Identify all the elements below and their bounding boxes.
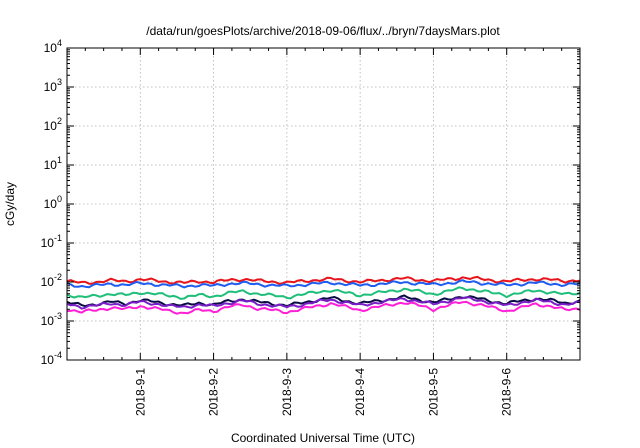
x-tick-label: 2018-9-5 <box>426 368 440 416</box>
x-tick-label: 2018-9-6 <box>500 368 514 416</box>
y-tick-label: 10-4 <box>41 350 62 367</box>
x-axis: 2018-9-1 2018-9-2 2018-9-3 2018-9-4 2018-9-5… <box>84 48 563 416</box>
y-tick-label: 10-3 <box>41 311 62 328</box>
y-tick-label: 102 <box>44 116 62 133</box>
series-line <box>66 296 581 310</box>
y-tick-label: 100 <box>44 194 62 211</box>
y-tick-label: 103 <box>44 77 62 94</box>
series-line <box>66 300 581 315</box>
series-group <box>66 275 581 315</box>
y-tick-label: 10-2 <box>41 272 62 289</box>
series-line <box>66 279 581 289</box>
series-line <box>66 275 581 285</box>
y-tick-label: 104 <box>44 38 62 55</box>
y-axis: 10-4 10-3 10-2 10-1 100 101 102 103 104 <box>41 38 580 367</box>
x-tick-label: 2018-9-2 <box>207 368 221 416</box>
series-line <box>66 286 581 300</box>
grid <box>67 48 580 360</box>
y-axis-label: cGy/day <box>3 182 17 226</box>
x-axis-label: Coordinated Universal Time (UTC) <box>231 431 415 445</box>
y-tick-label: 10-1 <box>41 233 62 250</box>
x-tick-label: 2018-9-1 <box>133 368 147 416</box>
x-tick-label: 2018-9-3 <box>280 368 294 416</box>
chart-title: /data/run/goesPlots/archive/2018-09-06/f… <box>146 24 500 38</box>
y-tick-label: 101 <box>44 155 62 172</box>
x-tick-label: 2018-9-4 <box>353 368 367 416</box>
